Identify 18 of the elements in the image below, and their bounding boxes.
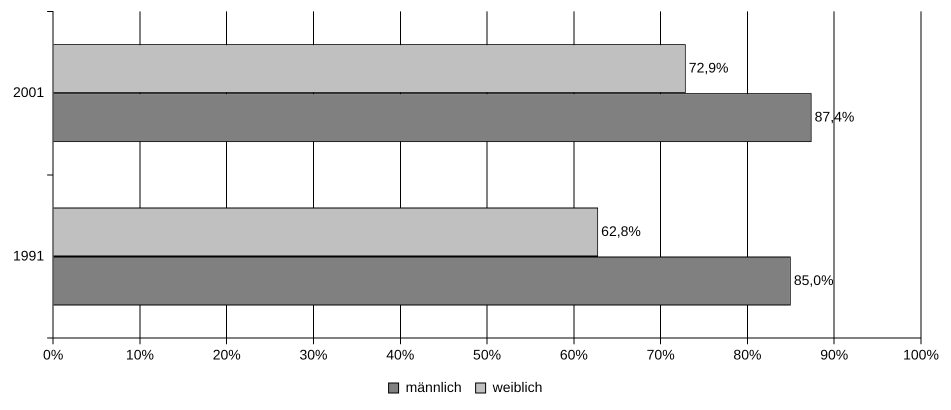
x-tick-label: 30% [299,346,328,362]
y-tick-label: 2001 [12,84,44,100]
x-tick-label: 40% [386,346,414,362]
x-tick-label: 80% [733,346,762,362]
x-tick-label: 0% [43,346,64,362]
data-label: 85,0% [794,272,834,288]
x-tick-label: 10% [126,346,154,362]
legend-label: weiblich [492,378,542,395]
x-tick-label: 100% [903,346,939,362]
x-tick-label: 90% [820,346,848,362]
data-label: 62,8% [601,222,641,239]
x-tick-label: 50% [473,346,502,362]
legend-label: männlich [406,378,462,395]
x-tick-label: 60% [560,346,588,362]
y-tick-label: 1991 [12,247,44,264]
data-label: 72,9% [688,59,729,76]
x-tick-label: 70% [646,346,675,362]
x-tick-label: 20% [212,346,241,362]
